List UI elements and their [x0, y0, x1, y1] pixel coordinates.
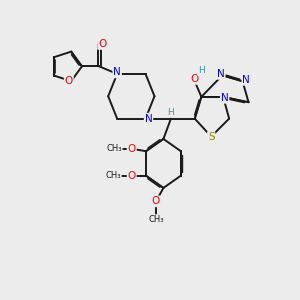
Text: O: O — [98, 39, 106, 49]
Text: O: O — [190, 74, 198, 84]
Text: N: N — [221, 93, 229, 103]
Text: O: O — [152, 196, 160, 206]
Text: N: N — [242, 75, 250, 85]
Text: N: N — [145, 114, 152, 124]
Text: H: H — [167, 108, 174, 117]
Text: O: O — [65, 76, 73, 86]
Text: H: H — [198, 66, 205, 75]
Text: CH₃: CH₃ — [106, 171, 121, 180]
Text: O: O — [128, 171, 136, 181]
Text: N: N — [217, 69, 225, 79]
Text: S: S — [208, 132, 214, 142]
Text: O: O — [128, 144, 136, 154]
Text: N: N — [113, 68, 121, 77]
Text: CH₃: CH₃ — [148, 215, 164, 224]
Text: CH₃: CH₃ — [106, 144, 122, 153]
